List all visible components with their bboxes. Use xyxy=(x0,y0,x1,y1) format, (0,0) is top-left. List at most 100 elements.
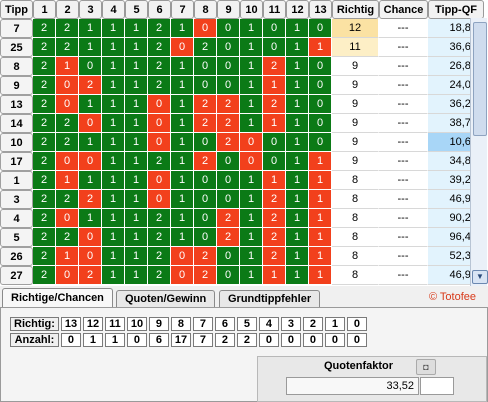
column-header[interactable]: Tipp-QF xyxy=(428,0,484,19)
column-header[interactable]: Tipp xyxy=(0,0,33,19)
chance-cell: --- xyxy=(379,266,428,285)
tipp-cell: 1 xyxy=(125,38,148,57)
quotenfaktor-meter xyxy=(420,377,454,395)
tipp-number[interactable]: 3 xyxy=(0,190,33,209)
tipp-cell: 2 xyxy=(263,209,286,228)
column-header[interactable]: 8 xyxy=(194,0,217,19)
tipp-cell: 2 xyxy=(33,95,56,114)
tipp-cell: 1 xyxy=(102,95,125,114)
table-row[interactable]: 8 2 1 0 1 1 2 1 0 0 1 2 1 0 9 --- 26,88 xyxy=(0,57,484,76)
table-row[interactable]: 4 2 0 1 1 1 2 1 0 2 1 2 1 1 8 --- 90,23 xyxy=(0,209,484,228)
tipp-cell: 1 xyxy=(102,76,125,95)
scrollbar-thumb[interactable] xyxy=(473,22,487,136)
table-row[interactable]: 27 2 0 2 1 1 2 0 2 0 1 1 1 1 8 --- 46,90 xyxy=(0,266,484,285)
richtig-cell: 9 xyxy=(332,114,379,133)
tipp-cell: 0 xyxy=(194,76,217,95)
richtig-cell: 12 xyxy=(332,19,379,38)
tab-richtige-chancen[interactable]: Richtige/Chancen xyxy=(2,288,113,308)
table-row[interactable]: 3 2 2 2 1 1 0 1 0 0 1 2 1 1 8 --- 46,97 xyxy=(0,190,484,209)
column-header[interactable]: 5 xyxy=(125,0,148,19)
tipp-cell: 1 xyxy=(125,133,148,152)
tipp-number[interactable]: 17 xyxy=(0,152,33,171)
column-header[interactable]: 6 xyxy=(148,0,171,19)
table-row[interactable]: 13 2 0 1 1 1 0 1 2 2 1 2 1 0 9 --- 36,23 xyxy=(0,95,484,114)
tipp-cell: 1 xyxy=(286,266,309,285)
tipp-cell: 1 xyxy=(309,247,332,266)
tipp-cell: 2 xyxy=(148,247,171,266)
table-row[interactable]: 9 2 0 2 1 1 2 1 0 0 1 1 1 0 9 --- 24,08 xyxy=(0,76,484,95)
tipp-number[interactable]: 1 xyxy=(0,171,33,190)
tipp-number[interactable]: 8 xyxy=(0,57,33,76)
tipp-cell: 1 xyxy=(286,247,309,266)
tipp-cell: 0 xyxy=(194,209,217,228)
tab-quoten-gewinn[interactable]: Quoten/Gewinn xyxy=(116,290,216,308)
tipp-cell: 2 xyxy=(194,95,217,114)
table-row[interactable]: 10 2 2 1 1 1 0 1 0 2 0 0 1 0 9 --- 10,68 xyxy=(0,133,484,152)
tipp-cell: 0 xyxy=(79,152,102,171)
tipp-number[interactable]: 9 xyxy=(0,76,33,95)
tipp-cell: 1 xyxy=(286,19,309,38)
richtig-cell: 8 xyxy=(332,171,379,190)
tipp-number[interactable]: 4 xyxy=(0,209,33,228)
tipp-cell: 0 xyxy=(217,76,240,95)
table-row[interactable]: 17 2 0 0 1 1 2 1 2 0 0 0 1 1 9 --- 34,82 xyxy=(0,152,484,171)
chance-cell: --- xyxy=(379,95,428,114)
tipp-cell: 2 xyxy=(33,76,56,95)
table-row[interactable]: 1 2 1 1 1 1 0 1 0 0 1 1 1 1 8 --- 39,29 xyxy=(0,171,484,190)
table-row[interactable]: 5 2 2 0 1 1 2 1 0 2 1 2 1 1 8 --- 96,46 xyxy=(0,228,484,247)
tipp-cell: 0 xyxy=(171,266,194,285)
tipp-cell: 2 xyxy=(33,152,56,171)
tipp-cell: 0 xyxy=(148,190,171,209)
table-row[interactable]: 25 2 2 1 1 1 2 0 2 0 1 0 1 1 11 --- 36,67 xyxy=(0,38,484,57)
column-header[interactable]: 11 xyxy=(263,0,286,19)
column-header[interactable]: Chance xyxy=(379,0,428,19)
tab-grundtippfehler[interactable]: Grundtippfehler xyxy=(219,290,321,308)
tipp-number[interactable]: 27 xyxy=(0,266,33,285)
tipp-number[interactable]: 5 xyxy=(0,228,33,247)
column-header[interactable]: Richtig xyxy=(332,0,379,19)
tipp-cell: 0 xyxy=(217,247,240,266)
tipp-cell: 0 xyxy=(79,57,102,76)
camera-icon[interactable]: ◘ xyxy=(416,359,436,375)
tipp-cell: 2 xyxy=(56,228,79,247)
richtig-count-header: 11 xyxy=(104,317,125,331)
anzahl-value: 6 xyxy=(148,333,169,347)
tipp-number[interactable]: 26 xyxy=(0,247,33,266)
tipp-number[interactable]: 25 xyxy=(0,38,33,57)
column-header[interactable]: 7 xyxy=(171,0,194,19)
table-row[interactable]: 26 2 1 0 1 1 2 0 2 0 1 2 1 1 8 --- 52,36 xyxy=(0,247,484,266)
tipp-cell: 1 xyxy=(125,152,148,171)
column-header[interactable]: 2 xyxy=(56,0,79,19)
column-header[interactable]: 3 xyxy=(79,0,102,19)
vertical-scrollbar[interactable]: ▼ xyxy=(470,18,488,286)
tipp-cell: 1 xyxy=(171,57,194,76)
tipp-cell: 0 xyxy=(217,266,240,285)
column-header[interactable]: 12 xyxy=(286,0,309,19)
tipp-cell: 1 xyxy=(125,57,148,76)
tipp-cell: 1 xyxy=(125,114,148,133)
column-header[interactable]: 10 xyxy=(240,0,263,19)
tipp-number[interactable]: 14 xyxy=(0,114,33,133)
chance-cell: --- xyxy=(379,152,428,171)
tipp-number[interactable]: 10 xyxy=(0,133,33,152)
tipp-cell: 1 xyxy=(263,171,286,190)
tipp-cell: 2 xyxy=(194,152,217,171)
tipp-cell: 2 xyxy=(56,114,79,133)
tipp-cell: 2 xyxy=(263,57,286,76)
tipp-number[interactable]: 7 xyxy=(0,19,33,38)
chevron-down-icon[interactable]: ▼ xyxy=(472,270,488,284)
tipp-grid: Tipp 1 2 3 4 5 6 7 8 9 10 11 12 13 Richtig Chance Tipp-Q… xyxy=(0,0,488,286)
table-row[interactable]: 7 2 2 1 1 1 2 1 0 0 1 0 1 0 12 --- 18,82 xyxy=(0,19,484,38)
column-header[interactable]: 1 xyxy=(33,0,56,19)
column-header[interactable]: 9 xyxy=(217,0,240,19)
column-header[interactable]: 4 xyxy=(102,0,125,19)
tipp-number[interactable]: 13 xyxy=(0,95,33,114)
tipp-cell: 1 xyxy=(102,152,125,171)
tipp-cell: 0 xyxy=(309,57,332,76)
column-header[interactable]: 13 xyxy=(309,0,332,19)
anzahl-value: 0 xyxy=(258,333,279,347)
table-row[interactable]: 14 2 2 0 1 1 0 1 2 2 1 1 1 0 9 --- 38,73 xyxy=(0,114,484,133)
tipp-table: Tipp 1 2 3 4 5 6 7 8 9 10 11 12 13 Richtig Chance Tipp-Q… xyxy=(0,0,484,285)
tipp-cell: 1 xyxy=(286,190,309,209)
tipp-cell: 0 xyxy=(217,57,240,76)
